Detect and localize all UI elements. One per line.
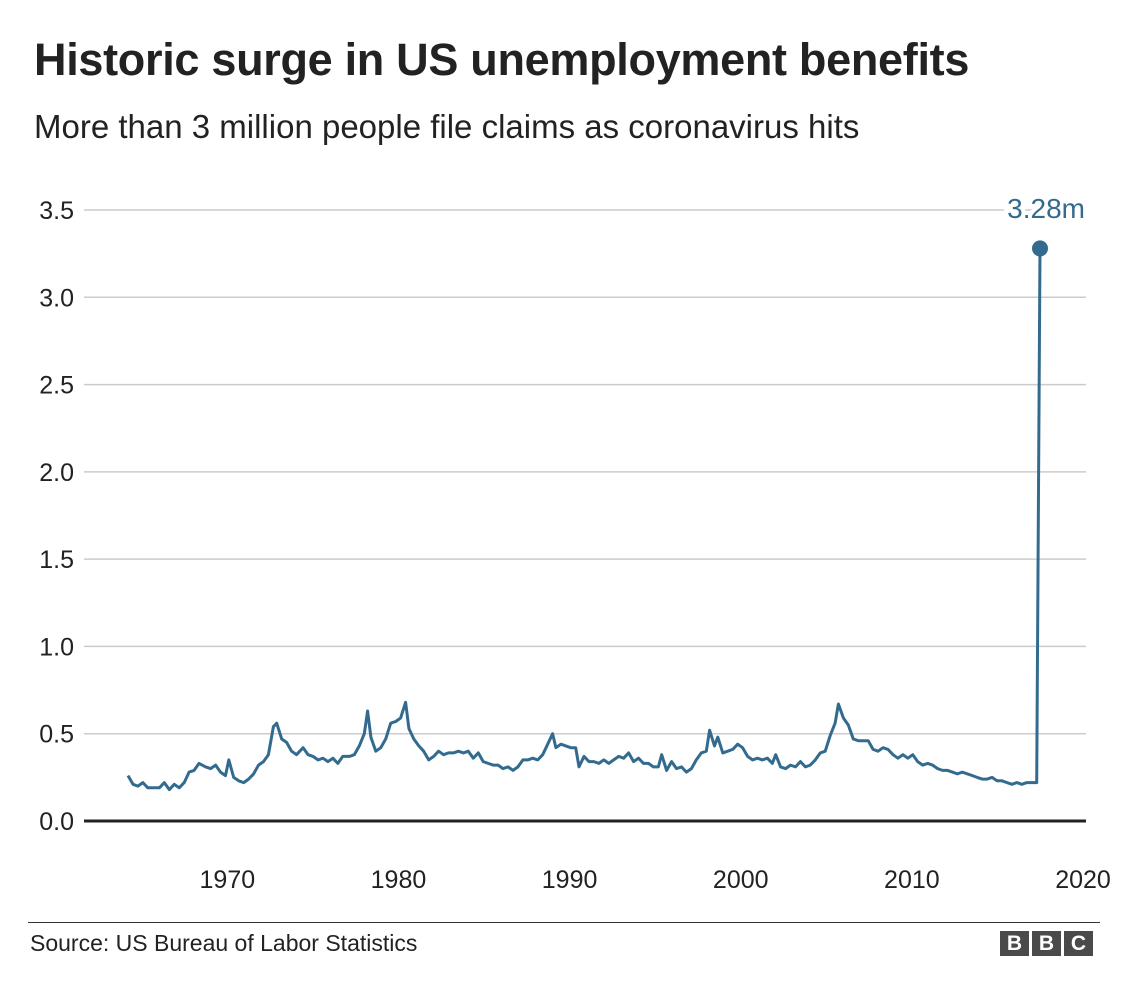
footer-divider bbox=[28, 922, 1100, 923]
gridlines bbox=[84, 209, 1086, 735]
x-tick-label: 1990 bbox=[542, 866, 598, 894]
y-tick-label: 0.0 bbox=[39, 808, 74, 836]
y-axis-ticks: 0.0 0.5 1.0 1.5 2.0 2.5 3.0 3.5 bbox=[39, 197, 74, 836]
y-tick-label: 1.5 bbox=[39, 546, 74, 574]
logo-letter: B bbox=[1032, 931, 1061, 956]
y-tick-label: 3.0 bbox=[39, 284, 74, 312]
logo-letter: C bbox=[1064, 931, 1093, 956]
y-tick-label: 2.5 bbox=[39, 372, 74, 400]
line-chart: 0.0 0.5 1.0 1.5 2.0 2.5 3.0 3.5 1970 1980 1990 200… bbox=[39, 193, 1111, 894]
y-tick-label: 3.5 bbox=[39, 197, 74, 225]
series-line bbox=[126, 248, 1042, 792]
x-tick-label: 2020 bbox=[1055, 866, 1111, 894]
bbc-logo: B B C bbox=[1000, 931, 1093, 956]
peak-value-label: 3.28m bbox=[1007, 193, 1085, 224]
source-note: Source: US Bureau of Labor Statistics bbox=[30, 930, 418, 956]
x-tick-label: 2000 bbox=[713, 866, 769, 894]
x-axis-ticks: 1970 1980 1990 2000 2010 2020 bbox=[200, 866, 1111, 894]
page-title: Historic surge in US unemployment benefi… bbox=[34, 34, 970, 85]
x-tick-label: 1980 bbox=[371, 866, 427, 894]
y-tick-label: 1.0 bbox=[39, 633, 74, 661]
page-subtitle: More than 3 million people file claims a… bbox=[34, 108, 860, 145]
y-tick-label: 2.0 bbox=[39, 459, 74, 487]
x-tick-label: 1970 bbox=[200, 866, 256, 894]
x-tick-label: 2010 bbox=[884, 866, 940, 894]
logo-letter: B bbox=[1000, 931, 1029, 956]
peak-point-marker bbox=[1032, 240, 1048, 257]
y-tick-label: 0.5 bbox=[39, 721, 74, 749]
